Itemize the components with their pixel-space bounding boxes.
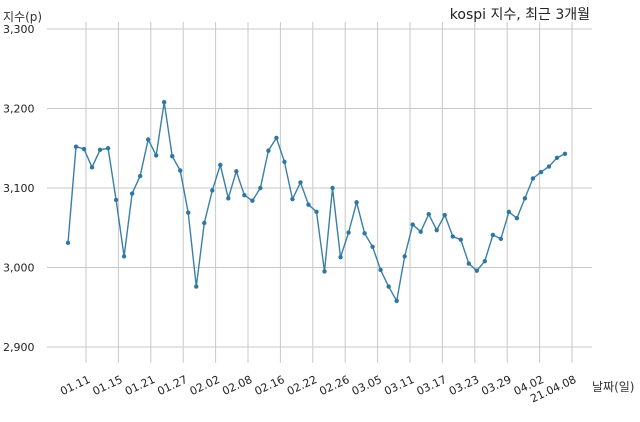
data-point: [370, 244, 375, 250]
data-point: [482, 258, 488, 264]
data-point: [314, 209, 319, 215]
data-point: [178, 168, 183, 173]
data-point: [105, 146, 111, 151]
data-point: [394, 298, 399, 304]
data-point: [306, 202, 311, 207]
y-tick-label: 3,200: [3, 103, 35, 116]
data-point: [530, 176, 536, 181]
x-tick-label: 01.15: [91, 373, 125, 398]
y-tick-label: 2,900: [3, 341, 35, 354]
data-point: [506, 209, 512, 215]
data-point: [194, 284, 199, 289]
data-point: [330, 185, 335, 191]
x-tick-label: 02.26: [317, 373, 351, 398]
data-point: [498, 236, 504, 242]
data-point: [426, 212, 431, 217]
y-axis-title: 지수(p): [3, 10, 42, 24]
data-point: [562, 151, 568, 157]
data-point: [274, 135, 279, 141]
data-point: [210, 188, 215, 193]
y-axis-ticks: 2,900 3,000 3,100 3,200 3,300: [3, 23, 35, 354]
x-tick-label: 02.16: [253, 373, 287, 398]
data-point: [554, 155, 560, 160]
data-point: [546, 164, 552, 169]
data-point: [458, 237, 463, 242]
data-point: [186, 210, 191, 215]
data-point: [442, 212, 447, 218]
grid: [47, 22, 592, 363]
data-point: [514, 216, 520, 221]
data-point: [522, 196, 528, 201]
data-point: [218, 162, 223, 168]
data-point: [242, 192, 247, 198]
data-point: [250, 198, 255, 203]
y-tick-label: 3,000: [3, 262, 35, 275]
data-point: [362, 231, 367, 236]
data-point: [450, 234, 455, 239]
data-point: [266, 148, 271, 153]
data-point: [258, 185, 263, 191]
data-point: [490, 232, 496, 238]
x-axis-ticks: 01.1101.1501.2101.2702.0202.0802.1602.22…: [58, 373, 578, 405]
data-point: [290, 196, 295, 202]
data-point: [386, 284, 391, 289]
data-point: [113, 197, 119, 203]
data-point: [354, 200, 359, 205]
y-tick-label: 3,300: [3, 23, 35, 36]
data-point: [282, 159, 287, 164]
data-point: [81, 146, 87, 152]
data-point: [418, 229, 423, 234]
data-point: [234, 169, 239, 174]
data-point: [298, 180, 303, 185]
x-tick-label: 03.17: [415, 373, 449, 398]
data-point: [129, 191, 135, 196]
data-point: [73, 144, 79, 149]
data-point: [145, 137, 151, 142]
data-point: [121, 254, 127, 259]
data-point: [474, 268, 480, 273]
y-tick-label: 3,100: [3, 182, 35, 195]
x-tick-label: 01.21: [123, 373, 157, 398]
series-line: [67, 101, 566, 303]
x-tick-label: 02.02: [188, 373, 222, 398]
data-point: [153, 153, 159, 158]
data-point: [322, 269, 327, 274]
x-tick-label: 03.29: [479, 373, 513, 398]
data-point: [89, 165, 95, 170]
data-point: [97, 147, 103, 153]
data-point: [338, 254, 343, 260]
data-point: [65, 240, 71, 246]
series-kospi: [65, 99, 568, 304]
data-point: [226, 196, 231, 201]
x-tick-label: 02.22: [285, 373, 319, 398]
data-point: [434, 227, 439, 233]
data-point: [410, 222, 415, 227]
x-tick-label: 01.27: [155, 373, 189, 398]
data-point: [170, 154, 175, 159]
data-point: [137, 173, 143, 179]
data-point: [378, 267, 383, 273]
data-point: [161, 99, 167, 105]
x-tick-label: 03.05: [350, 373, 384, 398]
x-tick-label: 03.11: [382, 373, 416, 398]
x-tick-label: 03.23: [447, 373, 481, 398]
x-tick-label: 01.11: [58, 373, 92, 398]
x-axis-title: 날짜(일): [592, 380, 634, 394]
x-tick-label: 02.08: [220, 373, 254, 398]
data-point: [402, 254, 407, 259]
data-point: [346, 230, 351, 235]
data-point: [466, 261, 472, 266]
data-point: [538, 169, 544, 175]
data-point: [202, 220, 207, 226]
chart-title: kospi 지수, 최근 3개월: [450, 7, 590, 23]
